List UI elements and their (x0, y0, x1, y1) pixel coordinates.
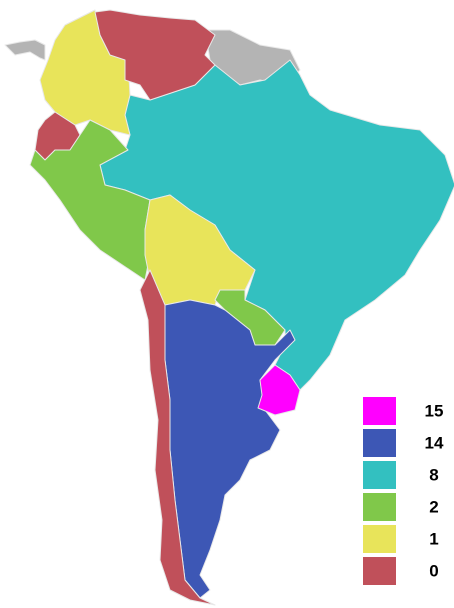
legend-label: 0 (429, 561, 438, 580)
legend-label: 15 (425, 401, 444, 420)
country (29, 119, 151, 281)
country (139, 269, 216, 606)
countries (4, 9, 454, 606)
country (94, 9, 216, 101)
country (164, 299, 296, 599)
legend-label: 2 (429, 497, 438, 516)
legend-swatch (363, 397, 396, 425)
legend-swatch (363, 461, 396, 489)
legend-swatch (363, 429, 396, 457)
country (4, 39, 46, 61)
legend-label: 14 (425, 433, 444, 452)
legend-swatch (363, 493, 396, 521)
legend: 15 14 8 2 1 0 (363, 397, 444, 585)
legend-label: 1 (429, 529, 438, 548)
legend-swatch (363, 557, 396, 585)
legend-swatch (363, 525, 396, 553)
country (257, 364, 301, 416)
legend-label: 8 (429, 465, 438, 484)
